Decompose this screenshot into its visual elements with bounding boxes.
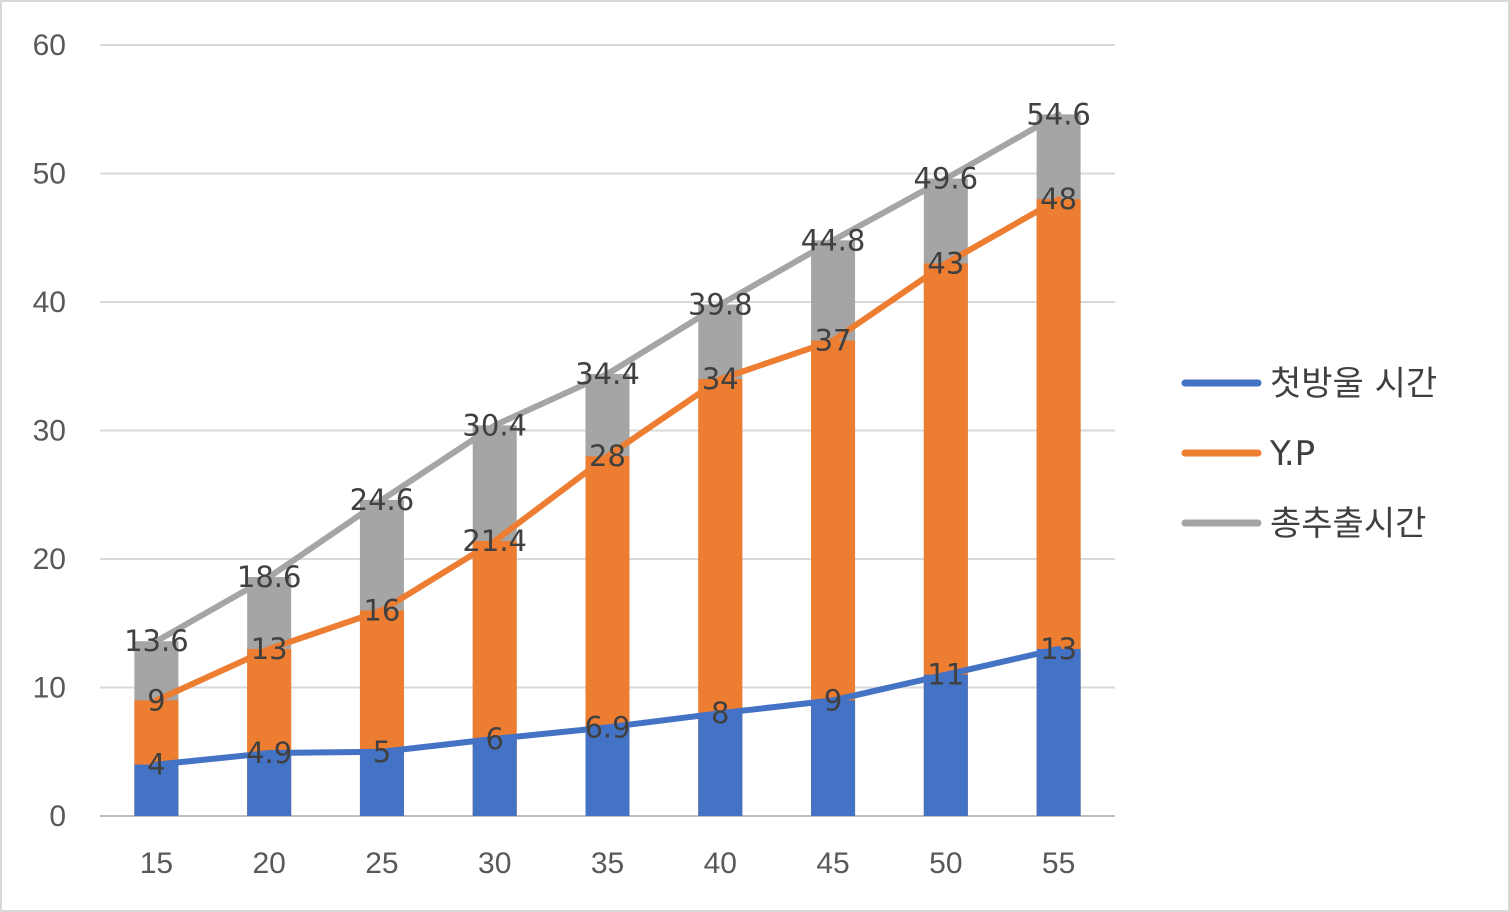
data-label: 16 xyxy=(363,593,400,627)
bar xyxy=(472,738,517,816)
legend: 첫방울 시간 Y.P 총추출시간 xyxy=(1181,364,1437,544)
data-label: 21.4 xyxy=(462,524,527,558)
bar xyxy=(1036,648,1081,816)
legend-label: Y.P xyxy=(1269,434,1315,474)
y-tick-label: 0 xyxy=(49,800,66,833)
data-label: 9 xyxy=(147,683,165,717)
y-tick-label: 50 xyxy=(33,158,66,191)
y-tick-label: 60 xyxy=(33,29,66,62)
bar xyxy=(134,764,179,816)
data-label: 37 xyxy=(815,324,852,358)
data-label: 48 xyxy=(1040,182,1077,216)
x-tick-label: 15 xyxy=(140,847,173,880)
data-labels: 4 4.9 5 6 6.9 8 9 11 13 9 13 16 21.4 28 34 37 43 48 13.6 18… xyxy=(124,97,1091,781)
x-tick-label: 20 xyxy=(252,847,285,880)
x-tick-label: 50 xyxy=(929,847,962,880)
bar xyxy=(811,700,856,816)
data-label: 24.6 xyxy=(350,483,415,517)
data-label: 34.4 xyxy=(575,357,640,391)
x-tick-label: 55 xyxy=(1042,847,1075,880)
legend-label: 총추출시간 xyxy=(1270,504,1426,544)
data-label: 34 xyxy=(702,362,739,396)
legend-label: 첫방울 시간 xyxy=(1270,364,1437,404)
y-tick-label: 40 xyxy=(33,286,66,319)
data-label: 44.8 xyxy=(801,223,866,257)
data-label: 6 xyxy=(485,722,503,756)
series-line xyxy=(153,111,1062,645)
y-tick-label: 30 xyxy=(33,415,66,448)
x-tick-label: 30 xyxy=(478,847,511,880)
data-label: 39.8 xyxy=(688,288,753,322)
x-tick-label: 40 xyxy=(704,847,737,880)
x-tick-label: 45 xyxy=(816,847,849,880)
bar xyxy=(247,753,292,816)
x-tick-label: 35 xyxy=(591,847,624,880)
y-axis-ticks: 0 10 20 30 40 50 60 xyxy=(33,29,66,833)
data-label: 13 xyxy=(1040,632,1077,666)
data-label: 28 xyxy=(589,439,626,473)
data-label: 54.6 xyxy=(1026,97,1091,131)
x-axis-ticks: 15 20 25 30 35 40 45 50 55 xyxy=(140,847,1076,880)
bars xyxy=(134,114,1081,816)
bar xyxy=(923,674,968,816)
data-label: 43 xyxy=(927,246,964,280)
data-label: 4 xyxy=(147,748,165,782)
series-line xyxy=(153,196,1062,704)
y-tick-label: 10 xyxy=(33,672,66,705)
y-tick-label: 20 xyxy=(33,543,66,576)
data-label: 13 xyxy=(251,632,288,666)
data-label: 6.9 xyxy=(584,710,630,744)
data-label: 5 xyxy=(373,735,391,769)
bar xyxy=(359,751,404,816)
bar xyxy=(698,713,743,816)
data-label: 18.6 xyxy=(237,560,302,594)
data-label: 9 xyxy=(824,683,842,717)
bar xyxy=(585,727,630,816)
series-lines xyxy=(153,111,1062,768)
data-label: 49.6 xyxy=(914,162,979,196)
data-label: 30.4 xyxy=(462,408,527,442)
data-label: 8 xyxy=(711,696,729,730)
data-label: 4.9 xyxy=(246,736,292,770)
data-label: 11 xyxy=(927,658,964,692)
series-line xyxy=(153,645,1062,768)
data-label: 13.6 xyxy=(124,624,189,658)
x-tick-label: 25 xyxy=(365,847,398,880)
